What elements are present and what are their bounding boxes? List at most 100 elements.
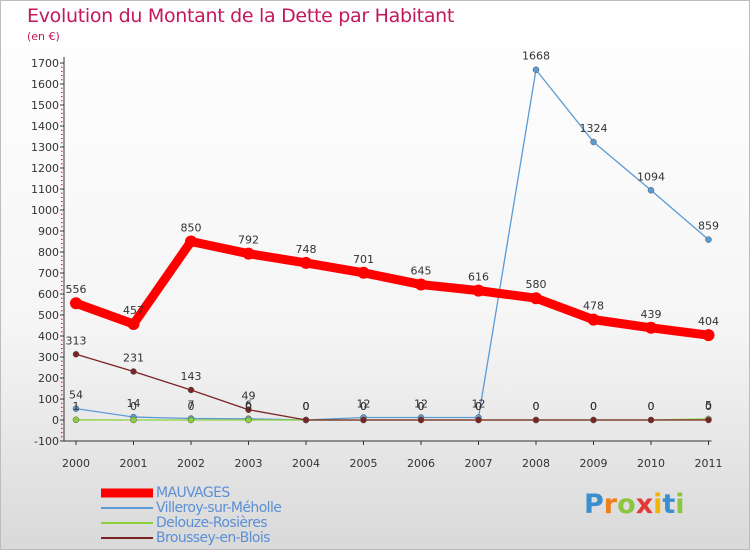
y-minor-tick bbox=[61, 343, 63, 345]
x-tick-label: 2008 bbox=[522, 457, 550, 470]
y-minor-tick bbox=[61, 411, 63, 413]
y-minor-tick bbox=[61, 390, 63, 392]
y-minor-tick bbox=[61, 79, 63, 81]
x-tick-label: 2010 bbox=[637, 457, 665, 470]
logo-letter: t bbox=[662, 489, 676, 520]
legend-label-villeroy: Villeroy-sur-Méholle bbox=[156, 499, 282, 516]
data-label-0: 556 bbox=[66, 283, 87, 296]
y-minor-tick bbox=[61, 213, 63, 215]
y-tick-label: 300 bbox=[38, 351, 59, 364]
data-point-3 bbox=[590, 416, 597, 424]
data-label-1: 7 bbox=[188, 399, 195, 412]
data-point-0 bbox=[530, 292, 542, 305]
y-tick-label: 900 bbox=[38, 225, 59, 238]
data-point-0 bbox=[242, 247, 255, 260]
data-label-1: 1094 bbox=[637, 170, 665, 183]
y-minor-tick bbox=[61, 301, 63, 303]
y-minor-tick bbox=[61, 373, 63, 375]
x-tick-label: 2009 bbox=[580, 457, 608, 470]
data-label-3: 143 bbox=[181, 370, 202, 383]
y-minor-tick bbox=[61, 339, 63, 341]
x-tick-label: 2006 bbox=[407, 457, 435, 470]
y-minor-tick bbox=[61, 184, 63, 186]
data-label-0: 748 bbox=[296, 243, 317, 256]
data-label-0: 792 bbox=[238, 234, 259, 247]
x-tick-label: 2011 bbox=[695, 457, 723, 470]
x-tick-label: 2000 bbox=[62, 457, 90, 470]
data-label-2: 0 bbox=[418, 400, 425, 413]
data-point-0 bbox=[357, 266, 370, 279]
y-minor-tick bbox=[61, 369, 63, 371]
logo-letter: i bbox=[675, 489, 685, 520]
data-label-2: 0 bbox=[533, 400, 540, 413]
y-minor-tick bbox=[61, 280, 63, 282]
legend-swatch-mauvages bbox=[101, 488, 153, 498]
data-point-3 bbox=[302, 416, 310, 424]
y-minor-tick bbox=[61, 243, 63, 245]
data-label-0: 701 bbox=[353, 253, 374, 266]
y-minor-tick bbox=[61, 348, 63, 350]
y-minor-tick bbox=[61, 364, 63, 366]
data-label-1: 1324 bbox=[580, 122, 608, 135]
y-minor-tick bbox=[61, 201, 63, 203]
data-point-2 bbox=[245, 416, 252, 424]
y-minor-tick bbox=[61, 318, 63, 320]
legend-swatch-delouze bbox=[101, 522, 153, 524]
unit-label: (en €) bbox=[27, 30, 60, 43]
data-label-3: 0 bbox=[303, 400, 310, 413]
y-minor-tick bbox=[61, 427, 63, 429]
y-minor-tick bbox=[61, 331, 63, 333]
chart-title: Evolution du Montant de la Dette par Hab… bbox=[27, 5, 455, 27]
y-minor-tick bbox=[61, 91, 63, 93]
y-minor-tick bbox=[61, 432, 63, 434]
y-tick-label: 1600 bbox=[31, 78, 59, 91]
y-minor-tick bbox=[61, 87, 63, 89]
data-label-1: 1668 bbox=[522, 50, 550, 63]
y-minor-tick bbox=[61, 247, 63, 249]
data-point-3 bbox=[72, 351, 80, 358]
data-point-3 bbox=[187, 386, 195, 394]
data-label-1: 859 bbox=[698, 220, 719, 233]
y-tick-label: 1200 bbox=[31, 162, 59, 175]
x-tick-label: 2003 bbox=[235, 457, 263, 470]
y-tick-label: 1500 bbox=[31, 99, 59, 112]
x-tick-label: 2001 bbox=[120, 457, 148, 470]
data-label-0: 580 bbox=[526, 278, 547, 291]
data-label-1: 0 bbox=[303, 400, 310, 413]
y-tick-label: 1400 bbox=[31, 120, 59, 133]
y-minor-tick bbox=[61, 415, 63, 417]
y-minor-tick bbox=[61, 222, 63, 224]
data-point-1 bbox=[532, 66, 540, 73]
y-minor-tick bbox=[61, 217, 63, 219]
data-label-3: 0 bbox=[475, 400, 482, 413]
y-tick-label: 1700 bbox=[31, 57, 59, 70]
series-line-0 bbox=[71, 237, 713, 340]
data-point-0 bbox=[127, 318, 140, 331]
data-label-0: 478 bbox=[583, 300, 604, 313]
data-point-0 bbox=[645, 321, 657, 334]
data-point-3 bbox=[130, 368, 137, 375]
y-minor-tick bbox=[61, 150, 63, 152]
y-minor-tick bbox=[61, 264, 63, 266]
legend-item-broussey: Broussey-en-Blois bbox=[101, 530, 281, 546]
y-minor-tick bbox=[61, 259, 63, 261]
x-tick-label: 2004 bbox=[292, 457, 320, 470]
y-minor-tick bbox=[61, 196, 63, 198]
x-tick-label: 2007 bbox=[465, 457, 493, 470]
y-tick-label: 700 bbox=[38, 267, 59, 280]
y-minor-tick bbox=[61, 171, 63, 173]
legend-item-delouze: Delouze-Rosières bbox=[101, 514, 281, 531]
data-label-3: 49 bbox=[242, 390, 256, 403]
data-label-0: 439 bbox=[641, 308, 662, 321]
legend-label-delouze: Delouze-Rosières bbox=[156, 514, 268, 531]
data-point-1 bbox=[590, 138, 597, 146]
data-label-0: 616 bbox=[468, 271, 489, 284]
y-tick-label: 1100 bbox=[31, 183, 59, 196]
data-point-3 bbox=[532, 416, 540, 424]
y-minor-tick bbox=[61, 268, 63, 270]
y-minor-tick bbox=[61, 70, 63, 72]
y-minor-tick bbox=[61, 423, 63, 425]
y-tick-label: 200 bbox=[38, 372, 59, 385]
data-label-2: 0 bbox=[188, 400, 195, 413]
